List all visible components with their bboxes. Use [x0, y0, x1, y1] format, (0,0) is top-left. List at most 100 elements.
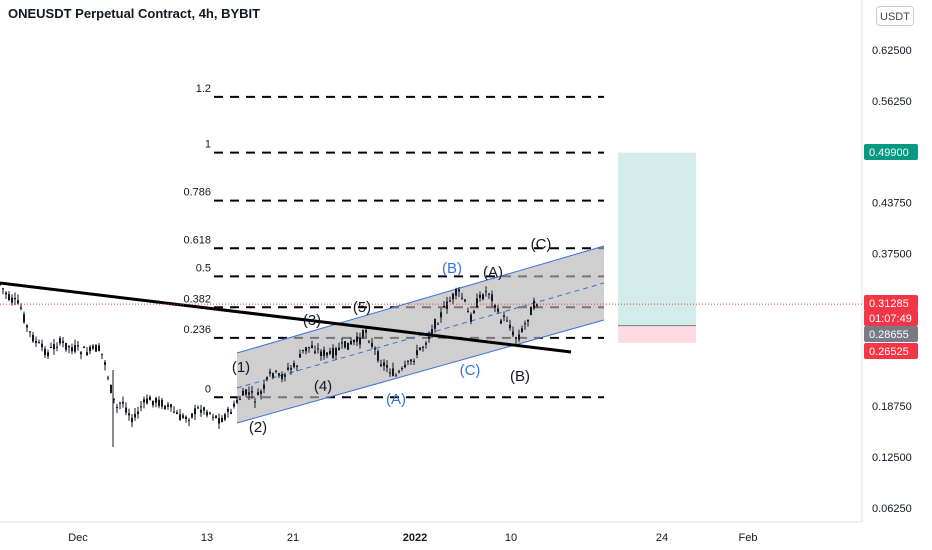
candle-body — [410, 359, 412, 362]
candle-body — [128, 413, 130, 416]
channel-lower-line[interactable] — [236, 319, 605, 424]
candle-body — [86, 352, 88, 356]
candle-body — [110, 384, 112, 393]
candle-body — [8, 294, 10, 300]
candle-body — [344, 341, 346, 348]
candle-body — [368, 341, 370, 343]
candle-body — [56, 346, 58, 348]
candle-body — [407, 360, 409, 362]
candle-body — [101, 353, 103, 355]
candle-body — [413, 360, 415, 363]
candle-body — [146, 398, 148, 404]
candle-body — [260, 391, 262, 394]
price-tag — [864, 144, 918, 160]
candle-body — [53, 344, 55, 350]
candle-body — [305, 347, 307, 352]
currency-button[interactable]: USDT — [876, 6, 914, 26]
wave-label[interactable]: (B) — [510, 368, 530, 385]
wave-label[interactable]: (4) — [314, 378, 332, 395]
candle-body — [425, 343, 427, 345]
candle-body — [38, 342, 40, 344]
fib-level-label: 1.2 — [196, 83, 211, 95]
candle-body — [182, 415, 184, 418]
position-loss-zone[interactable] — [618, 325, 696, 343]
candle-body — [266, 377, 268, 380]
candle-body — [167, 404, 169, 407]
candle-body — [113, 398, 115, 400]
fib-level-label: 0.786 — [183, 187, 211, 199]
price-tag-label: 0.49900 — [869, 147, 909, 159]
candle-body — [41, 343, 43, 348]
price-tag-label: 0.28655 — [869, 329, 909, 341]
wave-label[interactable]: (5) — [353, 299, 371, 316]
candle-body — [341, 342, 343, 344]
wave-label[interactable]: (A) — [386, 391, 406, 408]
candle-body — [197, 407, 199, 409]
candle-body — [83, 346, 85, 348]
candle-body — [398, 371, 400, 373]
candle-body — [359, 338, 361, 345]
candle-body — [524, 323, 526, 325]
candle-body — [137, 411, 139, 415]
wave-label[interactable]: (3) — [303, 312, 321, 329]
wave-label[interactable]: (A) — [483, 264, 503, 281]
candle-body — [455, 289, 457, 296]
candle-body — [89, 346, 91, 352]
candle-body — [194, 408, 196, 415]
candle-body — [62, 341, 64, 343]
descending-trendline[interactable] — [0, 281, 572, 354]
candle-body — [2, 288, 4, 290]
candle-body — [515, 337, 517, 340]
candle-body — [506, 320, 508, 322]
wave-label[interactable]: (C) — [531, 236, 552, 253]
wave-label[interactable]: (B) — [442, 260, 462, 277]
candle-body — [416, 350, 418, 356]
candle-body — [443, 305, 445, 308]
candle-body — [404, 364, 406, 368]
candle-body — [323, 349, 325, 357]
price-tick-label: 0.43750 — [872, 198, 912, 210]
wave-label[interactable]: (2) — [249, 419, 267, 436]
candle-body — [74, 345, 76, 352]
channel-upper-line[interactable] — [236, 245, 605, 354]
price-tick-label: 0.12500 — [872, 452, 912, 464]
candle-body — [320, 351, 322, 356]
candle-body — [494, 305, 496, 308]
price-tick-label: 0.06250 — [872, 503, 912, 515]
candle-body — [365, 330, 367, 333]
wave-label[interactable]: (1) — [232, 359, 250, 376]
candle-body — [290, 367, 292, 370]
candle-body — [80, 352, 82, 355]
candle-body — [140, 406, 142, 408]
candle-body — [275, 370, 277, 372]
time-tick-label: 21 — [287, 532, 299, 544]
candle-body — [257, 392, 259, 396]
candle-body — [347, 342, 349, 350]
candle-body — [122, 401, 124, 404]
candle-body — [311, 345, 313, 349]
price-tick-label: 0.56250 — [872, 96, 912, 108]
candle-body — [353, 339, 355, 343]
candle-body — [491, 294, 493, 301]
candle-body — [227, 408, 229, 412]
wave-label[interactable]: (C) — [460, 362, 481, 379]
candle-body — [26, 325, 28, 328]
candle-body — [221, 417, 223, 422]
candle-body — [14, 298, 16, 300]
candle-body — [503, 315, 505, 317]
candle-body — [35, 341, 37, 344]
time-tick-label: Dec — [68, 532, 88, 544]
candle-body — [161, 399, 163, 407]
candle-body — [29, 331, 31, 333]
candle-body — [188, 420, 190, 422]
position-profit-zone[interactable] — [618, 152, 696, 326]
candle-body — [449, 300, 451, 302]
candle-body — [149, 397, 151, 401]
channel-mid-line[interactable] — [236, 282, 605, 389]
candle-body — [308, 346, 310, 348]
candle-body — [458, 289, 460, 292]
candle-body — [383, 362, 385, 367]
candle-body — [125, 407, 127, 413]
candle-body — [242, 390, 244, 396]
